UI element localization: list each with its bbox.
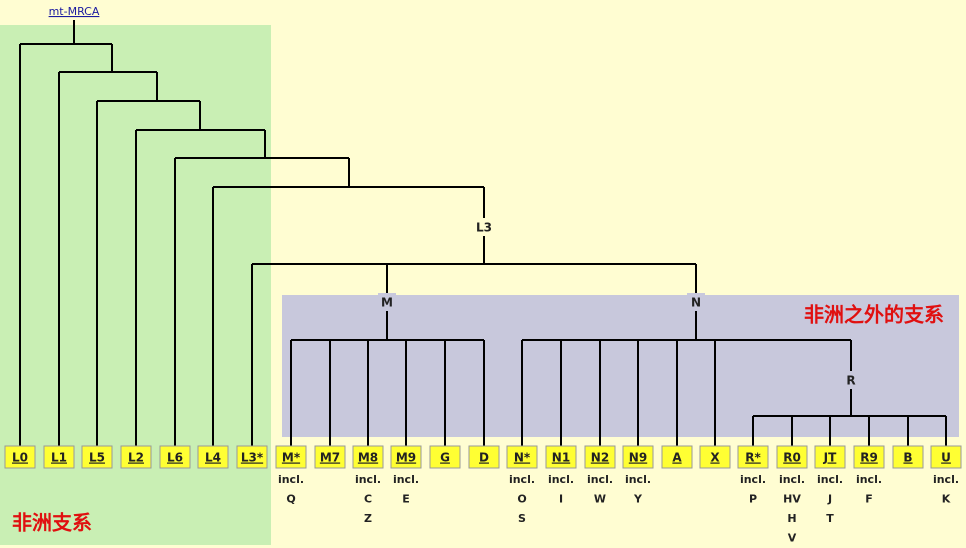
leaf-label[interactable]: M8 [358, 451, 378, 465]
leaf-box [120, 445, 152, 469]
leaf-note: incl. [625, 473, 651, 486]
leaf-note: incl. [740, 473, 766, 486]
root-label[interactable]: mt-MRCA [49, 5, 100, 18]
leaf-label[interactable]: G [440, 451, 450, 465]
leaf-label[interactable]: L5 [89, 451, 105, 465]
leaf-note: incl. [278, 473, 304, 486]
leaf-label[interactable]: R* [745, 451, 761, 465]
node-label: N [691, 296, 701, 310]
leaf-label[interactable]: L1 [51, 451, 67, 465]
leaf-note: HV [783, 493, 801, 506]
leaf-note: Z [364, 512, 372, 525]
leaf-note: K [942, 493, 951, 506]
leaf-note: incl. [355, 473, 381, 486]
leaf-note: incl. [587, 473, 613, 486]
leaf-box [468, 445, 500, 469]
leaf-label[interactable]: L4 [205, 451, 221, 465]
leaf-label[interactable]: R0 [783, 451, 801, 465]
leaf-box [776, 445, 808, 469]
outside-region [282, 295, 959, 437]
leaf-label[interactable]: L0 [12, 451, 28, 465]
node-label: M [381, 296, 393, 310]
label-bg [687, 293, 705, 311]
leaf-label[interactable]: N* [514, 451, 531, 465]
leaf-box [699, 445, 731, 469]
leaf-note: F [865, 493, 873, 506]
leaf-note: P [749, 493, 757, 506]
leaf-box [506, 445, 538, 469]
leaf-label[interactable]: N2 [591, 451, 609, 465]
leaf-box [892, 445, 924, 469]
leaves: L0 L1 L5 L2 L6 L4 L3* M* incl. Q M7 M8 incl. CZ M9 incl… [4, 445, 962, 545]
leaf-note: incl. [393, 473, 419, 486]
leaf-label[interactable]: L3* [241, 451, 264, 465]
leaf-box [814, 445, 846, 469]
leaf-lines [19, 44, 947, 446]
leaf-note: incl. [817, 473, 843, 486]
leaf-label[interactable]: U [941, 451, 951, 465]
leaf-box [545, 445, 577, 469]
leaf-label[interactable]: A [672, 451, 682, 465]
leaf-label[interactable]: N1 [552, 451, 570, 465]
leaf-box [236, 445, 268, 469]
leaf-note: incl. [509, 473, 535, 486]
leaf-box [390, 445, 422, 469]
leaf-label[interactable]: M9 [396, 451, 416, 465]
leaf-note: incl. [779, 473, 805, 486]
leaf-note: J [827, 493, 832, 506]
leaf-label[interactable]: JT [823, 451, 837, 465]
leaf-label[interactable]: B [903, 451, 912, 465]
leaf-box [159, 445, 191, 469]
label-bg [842, 371, 860, 389]
leaf-note: T [826, 512, 834, 525]
leaf-box [352, 445, 384, 469]
leaf-note: I [559, 493, 563, 506]
leaf-box [197, 445, 229, 469]
leaf-box [737, 445, 769, 469]
leaf-note: O [517, 493, 526, 506]
leaf-box [429, 445, 461, 469]
leaf-label[interactable]: M* [282, 451, 301, 465]
leaf-note: Y [633, 493, 643, 506]
leaf-label[interactable]: D [479, 451, 489, 465]
leaf-box [584, 445, 616, 469]
leaf-note: W [594, 493, 606, 506]
leaf-label[interactable]: X [710, 451, 720, 465]
region-label: 非洲之外的支系 [804, 303, 944, 327]
leaf-box [81, 445, 113, 469]
leaf-note: incl. [933, 473, 959, 486]
leaf-label[interactable]: N9 [629, 451, 647, 465]
label-bg [472, 218, 496, 236]
leaf-label[interactable]: M7 [320, 451, 340, 465]
leaf-box [314, 445, 346, 469]
leaf-label[interactable]: R9 [860, 451, 878, 465]
label-bg [378, 293, 396, 311]
leaf-box [4, 445, 36, 469]
leaf-note: S [518, 512, 526, 525]
leaf-note: Q [286, 493, 295, 506]
leaf-note: E [402, 493, 410, 506]
node-label: R [846, 374, 855, 388]
leaf-note: incl. [856, 473, 882, 486]
leaf-note: V [788, 532, 797, 545]
leaf-box [275, 445, 307, 469]
leaf-box [661, 445, 693, 469]
leaf-box [622, 445, 654, 469]
leaf-label[interactable]: L6 [167, 451, 183, 465]
leaf-box [853, 445, 885, 469]
leaf-note: incl. [548, 473, 574, 486]
leaf-note: H [787, 512, 796, 525]
leaf-note: C [364, 493, 372, 506]
node-label: L3 [476, 221, 492, 235]
leaf-box [930, 445, 962, 469]
region-label: 非洲支系 [12, 511, 92, 535]
leaf-box [43, 445, 75, 469]
leaf-label[interactable]: L2 [128, 451, 144, 465]
